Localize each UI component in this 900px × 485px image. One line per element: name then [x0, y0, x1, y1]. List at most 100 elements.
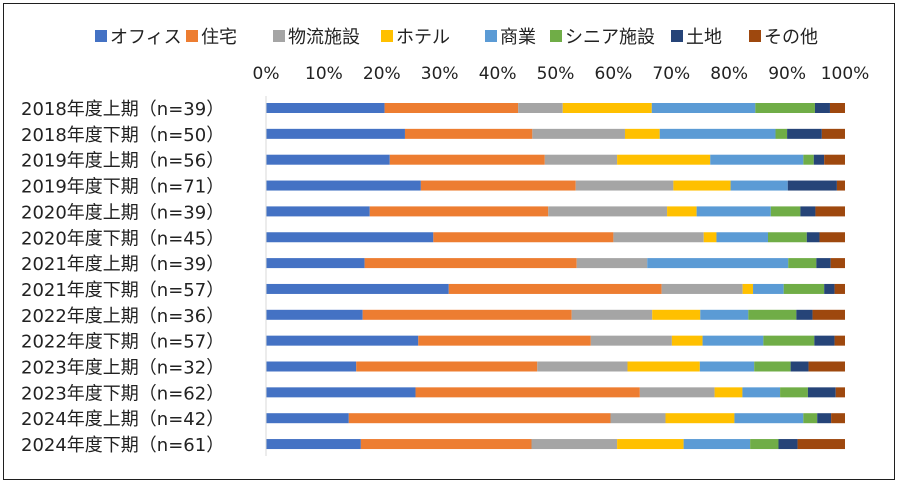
x-tick-label: 40% — [479, 64, 517, 84]
bar-segment — [448, 283, 662, 294]
y-axis-categories: 2018年度上期（n=39） 2018年度下期（n=50） 2019年度上期（n=5… — [21, 99, 224, 456]
bar-segment — [420, 180, 576, 191]
bar-segment — [734, 413, 804, 424]
bar-segment — [659, 128, 776, 139]
category-label: 2019年度下期（n=71） — [21, 177, 224, 198]
bar-segment — [702, 335, 764, 346]
bar-segment — [748, 309, 797, 320]
bar-segment — [266, 283, 449, 294]
bar-segment — [699, 361, 755, 372]
bar-segment — [753, 283, 784, 294]
bar-segment — [647, 258, 789, 269]
bar-segment — [755, 103, 815, 113]
legend-swatch — [381, 30, 393, 42]
bar-segment — [813, 154, 825, 165]
bar-segment — [750, 439, 779, 450]
bar-segment — [613, 232, 704, 243]
x-tick-label: 90% — [768, 64, 806, 84]
bars — [266, 103, 845, 450]
category-label: 2023年度下期（n=62） — [21, 383, 224, 404]
bar-segment — [364, 258, 577, 269]
chart-frame — [3, 3, 895, 480]
x-tick-label: 50% — [537, 64, 575, 84]
bar-segment — [816, 258, 831, 269]
legend-swatch — [671, 30, 683, 42]
bar-segment — [266, 180, 421, 191]
legend-swatch — [95, 30, 107, 42]
bar-segment — [389, 154, 545, 165]
bar-segment — [627, 361, 700, 372]
bar-segment — [610, 413, 666, 424]
category-label: 2018年度下期（n=50） — [21, 125, 224, 146]
x-tick-label: 60% — [595, 64, 633, 84]
bar-segment — [814, 103, 830, 113]
bar-segment — [562, 103, 652, 113]
bar-segment — [384, 103, 519, 113]
legend-label: オフィス — [110, 27, 182, 48]
x-tick-label: 70% — [652, 64, 690, 84]
bar-segment — [803, 413, 818, 424]
bar-segment — [714, 387, 743, 398]
bar-segment — [835, 387, 845, 398]
legend-label: ホテル — [396, 27, 450, 48]
bar-segment — [266, 387, 416, 398]
bar-segment — [754, 361, 791, 372]
bar-segment — [369, 206, 549, 217]
bar-segment — [783, 283, 825, 294]
bar-segment — [770, 206, 801, 217]
bar-segment — [266, 335, 419, 346]
bar-segment — [814, 335, 835, 346]
bar-segment — [787, 128, 822, 139]
legend-label: 物流施設 — [288, 27, 360, 48]
bar-segment — [834, 283, 845, 294]
bar-segment — [266, 103, 385, 113]
bar-segment — [780, 387, 808, 398]
x-tick-label: 10% — [305, 64, 343, 84]
bar-segment — [806, 232, 820, 243]
bar-segment — [673, 180, 731, 191]
bar-segment — [800, 206, 816, 217]
bar-segment — [576, 258, 648, 269]
bar-segment — [742, 387, 781, 398]
bar-segment — [730, 180, 788, 191]
bar-segment — [812, 309, 845, 320]
category-label: 2023年度上期（n=32） — [21, 358, 224, 379]
x-tick-label: 100% — [821, 64, 870, 84]
bar-segment — [266, 439, 361, 450]
category-label: 2022年度下期（n=57） — [21, 332, 224, 353]
bar-segment — [815, 206, 845, 217]
bar-segment — [665, 413, 735, 424]
bar-segment — [830, 258, 845, 269]
bar-segment — [807, 387, 836, 398]
bar-segment — [819, 232, 845, 243]
bar-segment — [266, 232, 434, 243]
x-tick-label: 30% — [421, 64, 459, 84]
bar-segment — [518, 103, 563, 113]
category-label: 2024年度上期（n=42） — [21, 409, 224, 430]
bar-segment — [617, 154, 711, 165]
bar-segment — [544, 154, 618, 165]
category-label: 2018年度上期（n=39） — [21, 99, 224, 120]
category-label: 2021年度下期（n=57） — [21, 280, 224, 301]
bar-segment — [590, 335, 672, 346]
bar-segment — [742, 283, 754, 294]
x-tick-label: 80% — [710, 64, 748, 84]
bar-segment — [651, 103, 756, 113]
legend-swatch — [273, 30, 285, 42]
legend-swatch — [186, 30, 198, 42]
bar-segment — [537, 361, 628, 372]
category-label: 2020年度下期（n=45） — [21, 228, 224, 249]
category-label: 2019年度上期（n=56） — [21, 151, 224, 172]
bar-segment — [788, 258, 817, 269]
bar-segment — [700, 309, 749, 320]
bar-segment — [617, 439, 684, 450]
bar-segment — [548, 206, 668, 217]
bar-segment — [710, 154, 804, 165]
category-label: 2021年度上期（n=39） — [21, 254, 224, 275]
bar-segment — [266, 206, 370, 217]
legend-label: 住宅 — [201, 27, 237, 48]
category-label: 2020年度上期（n=39） — [21, 202, 224, 223]
bar-segment — [661, 283, 743, 294]
bar-segment — [796, 309, 813, 320]
bar-segment — [808, 361, 845, 372]
